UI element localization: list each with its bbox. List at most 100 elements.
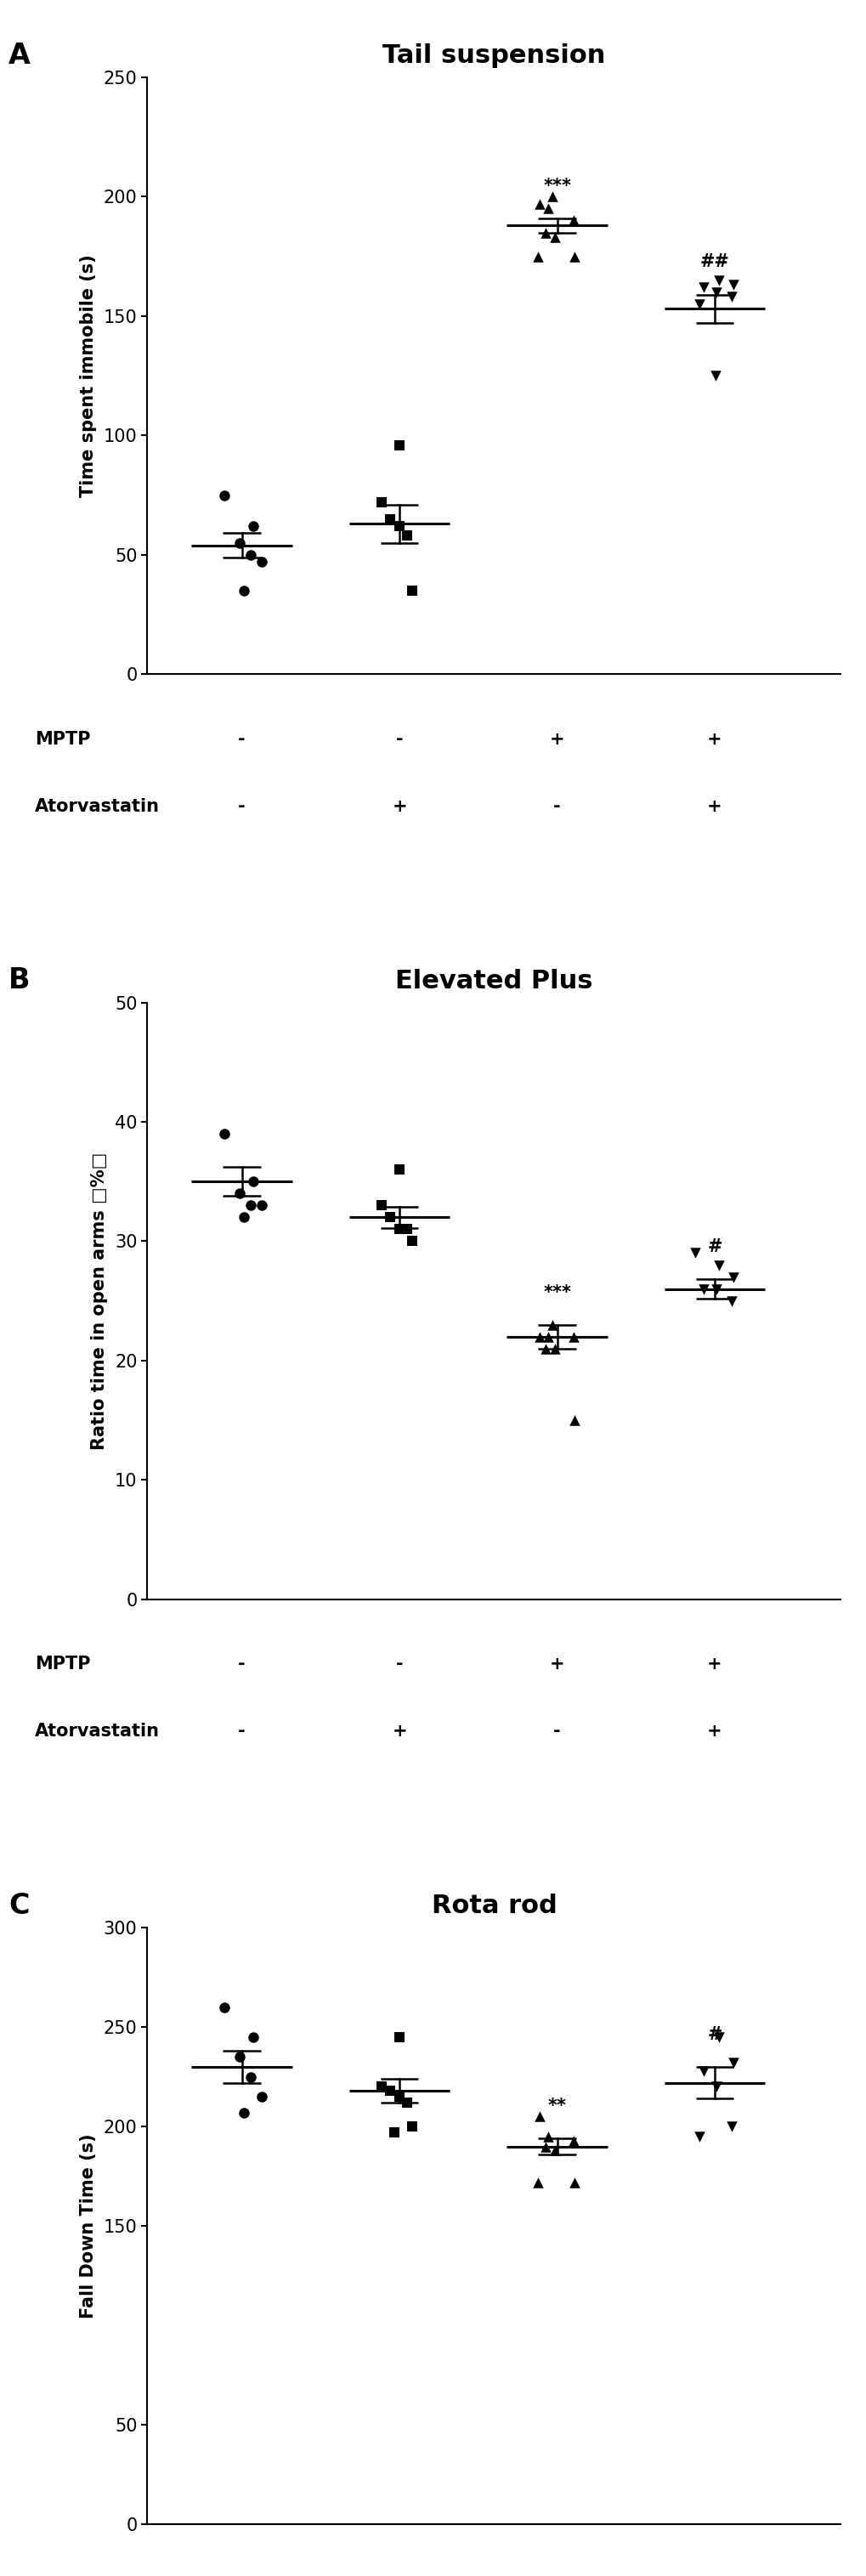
Text: +: + xyxy=(707,1723,721,1739)
Point xyxy=(541,1316,555,1358)
Point xyxy=(538,1329,552,1370)
Text: #: # xyxy=(707,2025,721,2043)
Point xyxy=(567,2161,581,2202)
Text: +: + xyxy=(391,1723,407,1739)
Point xyxy=(375,482,389,523)
Text: +: + xyxy=(549,1656,564,1672)
Text: Atorvastatin: Atorvastatin xyxy=(35,799,159,814)
Point xyxy=(709,1267,723,1309)
Text: -: - xyxy=(238,799,245,814)
Text: MPTP: MPTP xyxy=(35,1656,90,1672)
Point xyxy=(567,237,581,278)
Point xyxy=(375,1185,389,1226)
Point xyxy=(399,1208,413,1249)
Text: -: - xyxy=(396,1656,403,1672)
Point xyxy=(392,2076,406,2117)
Point xyxy=(692,2115,706,2156)
Point xyxy=(709,270,723,312)
Point xyxy=(532,2097,546,2138)
Text: -: - xyxy=(238,732,245,747)
Point xyxy=(724,276,738,317)
Point xyxy=(255,2076,268,2117)
Text: **: ** xyxy=(547,2097,566,2115)
Point xyxy=(217,474,231,515)
Point xyxy=(236,1198,250,1239)
Point xyxy=(246,1162,260,1203)
Point xyxy=(547,2130,561,2172)
Text: -: - xyxy=(238,1656,245,1672)
Point xyxy=(726,1257,740,1298)
Title: Elevated Plus: Elevated Plus xyxy=(395,969,592,994)
Point xyxy=(541,2115,555,2156)
Point xyxy=(545,1303,559,1345)
Y-axis label: Ratio time in open arms □%□: Ratio time in open arms □%□ xyxy=(91,1151,107,1450)
Point xyxy=(532,183,546,224)
Y-axis label: Fall Down Time (s): Fall Down Time (s) xyxy=(80,2133,96,2318)
Point xyxy=(538,2125,552,2166)
Point xyxy=(530,237,544,278)
Text: ***: *** xyxy=(543,1283,571,1301)
Point xyxy=(246,2017,260,2058)
Y-axis label: Time spent immobile (s): Time spent immobile (s) xyxy=(80,255,96,497)
Point xyxy=(696,1267,710,1309)
Text: ##: ## xyxy=(700,252,729,270)
Text: C: C xyxy=(9,1891,29,1919)
Point xyxy=(532,1316,546,1358)
Text: MPTP: MPTP xyxy=(35,732,90,747)
Point xyxy=(244,1185,258,1226)
Point xyxy=(696,268,710,309)
Point xyxy=(399,515,413,556)
Text: Atorvastatin: Atorvastatin xyxy=(35,1723,159,1739)
Text: -: - xyxy=(396,732,403,747)
Point xyxy=(392,1149,406,1190)
Text: -: - xyxy=(553,1723,560,1739)
Point xyxy=(392,1208,406,1249)
Point xyxy=(541,188,555,229)
Point xyxy=(217,1986,231,2027)
Point xyxy=(392,505,406,546)
Point xyxy=(545,175,559,216)
Point xyxy=(566,1316,580,1358)
Text: +: + xyxy=(549,732,564,747)
Point xyxy=(236,569,250,611)
Text: ***: *** xyxy=(543,178,571,193)
Point xyxy=(724,2107,738,2148)
Point xyxy=(726,265,740,307)
Point xyxy=(399,2081,413,2123)
Point xyxy=(547,216,561,258)
Point xyxy=(255,1185,268,1226)
Point xyxy=(708,355,722,397)
Point xyxy=(711,1244,725,1285)
Text: -: - xyxy=(553,799,560,814)
Point xyxy=(566,201,580,242)
Text: B: B xyxy=(9,966,30,994)
Point xyxy=(530,2161,544,2202)
Point xyxy=(711,260,725,301)
Point xyxy=(404,1221,418,1262)
Point xyxy=(383,497,397,538)
Point xyxy=(688,1231,701,1273)
Point xyxy=(404,2107,418,2148)
Point xyxy=(709,2066,723,2107)
Text: +: + xyxy=(707,1656,721,1672)
Point xyxy=(392,2017,406,2058)
Point xyxy=(696,2050,710,2092)
Point xyxy=(547,1329,561,1370)
Point xyxy=(236,2092,250,2133)
Point xyxy=(538,211,552,252)
Point xyxy=(692,283,706,325)
Point xyxy=(387,2112,401,2154)
Point xyxy=(232,2035,246,2076)
Point xyxy=(232,523,246,564)
Text: +: + xyxy=(391,799,407,814)
Point xyxy=(244,2056,258,2097)
Point xyxy=(724,1280,738,1321)
Point xyxy=(217,1113,231,1154)
Text: +: + xyxy=(707,732,721,747)
Point xyxy=(726,2043,740,2084)
Title: Rota rod: Rota rod xyxy=(431,1893,556,1919)
Text: -: - xyxy=(238,1723,245,1739)
Point xyxy=(404,569,418,611)
Point xyxy=(244,533,258,574)
Point xyxy=(711,2017,725,2058)
